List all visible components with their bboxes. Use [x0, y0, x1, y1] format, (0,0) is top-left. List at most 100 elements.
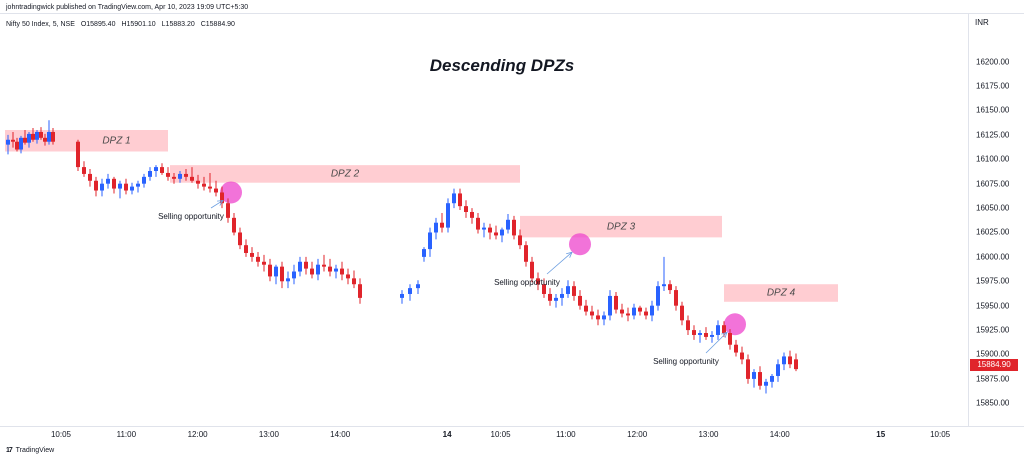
candle-body — [458, 193, 462, 207]
candle-body — [136, 183, 140, 187]
candle-body — [686, 320, 690, 331]
candle-body — [100, 183, 104, 191]
candle-body — [494, 232, 498, 236]
currency-label: INR — [975, 18, 989, 27]
time-tick-label: 11:00 — [556, 430, 576, 439]
candle-body — [614, 295, 618, 310]
candle-body — [316, 264, 320, 275]
candle-body — [106, 178, 110, 184]
tradingview-logo-icon: 17 — [6, 447, 13, 454]
candle-body — [626, 313, 630, 316]
candle-body — [770, 375, 774, 382]
top-divider — [0, 13, 1024, 14]
candle-body — [434, 222, 438, 233]
time-tick-label: 13:00 — [258, 430, 279, 439]
candle-body — [650, 305, 654, 316]
price-tick-label: 16000.00 — [976, 252, 1010, 262]
dpz-zone-1 — [5, 130, 168, 152]
candle-body — [524, 245, 528, 262]
candle-body — [39, 131, 43, 138]
candle-body — [518, 235, 522, 246]
candle-body — [572, 286, 576, 296]
candle-body — [292, 271, 296, 279]
candle-body — [76, 141, 80, 168]
price-tick-label: 15925.00 — [976, 325, 1010, 335]
dpz-zone-3 — [520, 215, 722, 238]
price-tick-label: 16200.00 — [976, 57, 1010, 67]
annotation-arrowhead-3 — [721, 331, 728, 339]
candle-body — [632, 307, 636, 316]
candle-body — [536, 278, 540, 285]
time-tick-label: 10:05 — [930, 430, 951, 439]
selling-highlight-circle-2 — [569, 233, 591, 256]
candle-body — [43, 137, 47, 142]
time-tick-label: 13:00 — [698, 430, 719, 439]
candle-body — [322, 264, 326, 267]
time-axis-border — [0, 426, 1024, 427]
annotation-arrow-3 — [705, 331, 728, 354]
price-tick-label: 15975.00 — [976, 276, 1010, 286]
candle-body — [512, 219, 516, 236]
candle-body — [584, 305, 588, 312]
candle-body — [27, 133, 31, 143]
price-tick-label: 15950.00 — [976, 301, 1010, 311]
candle-body — [15, 141, 19, 150]
candle-body — [124, 183, 128, 191]
candle-body — [644, 311, 648, 316]
candle-body — [788, 356, 792, 365]
time-tick-label: 12:00 — [187, 430, 208, 439]
published-by-text: johntradingwick published on TradingView… — [6, 4, 249, 11]
price-tick-label: 15875.00 — [976, 374, 1010, 384]
price-tick-label: 15850.00 — [976, 398, 1010, 408]
candle-body — [280, 266, 284, 282]
candle-body — [154, 167, 158, 171]
candle-body — [340, 268, 344, 275]
price-axis-border — [968, 14, 969, 426]
price-tick-label: 16150.00 — [976, 105, 1010, 115]
candle-body — [668, 284, 672, 291]
symbol-name[interactable]: Nifty 50 Index, 5, NSE — [6, 21, 75, 28]
candle-body — [752, 372, 756, 379]
candle-body — [794, 359, 798, 370]
candle-body — [530, 261, 534, 279]
tradingview-brand[interactable]: 17 TradingView — [6, 447, 54, 454]
dpz-label-4: DPZ 4 — [766, 287, 796, 299]
candle-body — [196, 180, 200, 184]
candle-body — [782, 356, 786, 365]
candle-body — [440, 222, 444, 228]
candle-body — [244, 245, 248, 253]
candle-body — [548, 293, 552, 301]
candle-body — [328, 266, 332, 272]
candle-body — [184, 173, 188, 177]
candle-body — [710, 334, 714, 337]
candle-body — [428, 232, 432, 250]
selling-opportunity-label: Selling opportunity — [158, 212, 224, 221]
candle-body — [19, 137, 23, 150]
dpz-label-3: DPZ 3 — [606, 221, 636, 233]
candle-body — [422, 249, 426, 257]
candle-body — [596, 315, 600, 320]
candle-body — [590, 311, 594, 316]
price-tick-label: 15900.00 — [976, 349, 1010, 359]
candle-body — [190, 176, 194, 181]
candle-body — [560, 293, 564, 298]
candle-body — [286, 278, 290, 282]
ohlc-high: H15901.10 — [121, 21, 156, 28]
candle-body — [740, 352, 744, 360]
candle-body — [304, 261, 308, 269]
candle-body — [608, 295, 612, 316]
candle-body — [232, 217, 236, 233]
candle-body — [256, 256, 260, 262]
candle-body — [482, 227, 486, 230]
candle-body — [214, 188, 218, 193]
candle-body — [47, 131, 51, 142]
candle-body — [346, 274, 350, 279]
ohlc-low: L15883.20 — [161, 21, 195, 28]
candle-body — [674, 290, 678, 306]
candle-body — [698, 333, 702, 335]
candle-body — [310, 268, 314, 275]
annotation-arrow-1 — [210, 200, 224, 209]
selling-highlight-circle-1 — [220, 181, 242, 204]
time-tick-label: 12:00 — [627, 430, 648, 439]
